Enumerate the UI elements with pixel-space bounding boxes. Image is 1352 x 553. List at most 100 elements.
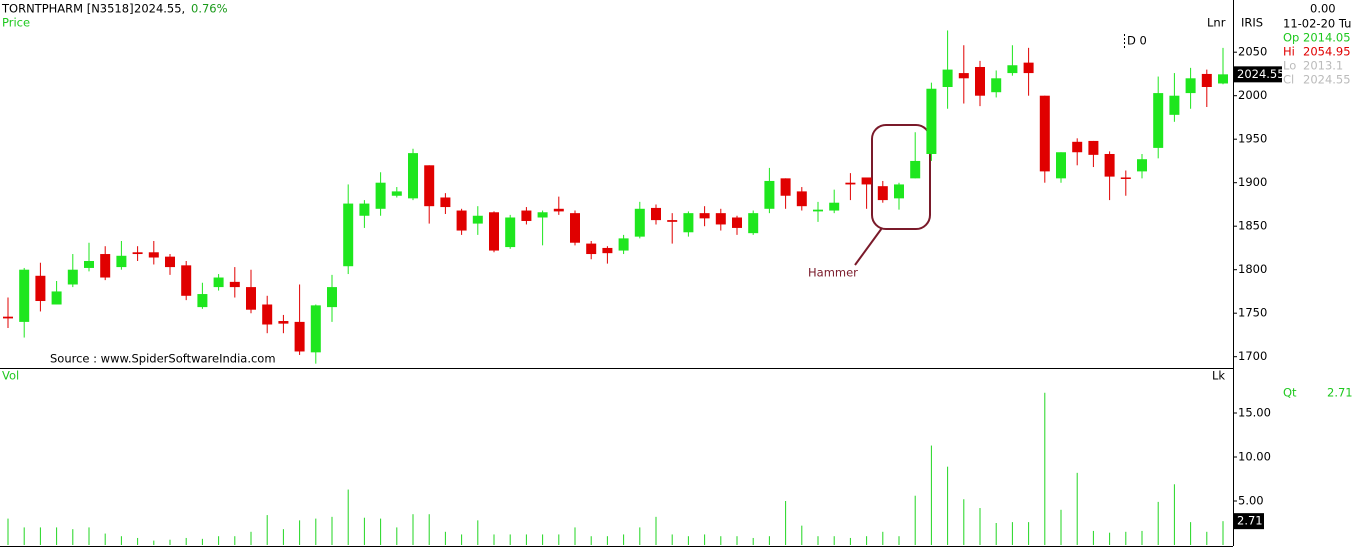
candle-body <box>1007 65 1018 74</box>
candle-body <box>602 247 613 254</box>
candle-body <box>683 213 694 233</box>
y-tick-label: 5.00 <box>1238 494 1264 508</box>
volume-bar <box>299 520 301 545</box>
volume-bar <box>1125 531 1127 545</box>
volume-bar <box>704 534 706 545</box>
volume-bar <box>574 527 576 545</box>
volume-bar <box>639 527 641 545</box>
volume-bar <box>930 445 932 545</box>
candle-body <box>926 88 937 154</box>
candle-body <box>246 287 256 310</box>
header-change: 0.76% <box>191 2 228 16</box>
volume-bar <box>785 501 787 545</box>
y-tick-label: 15.00 <box>1238 406 1271 420</box>
candle-body <box>1039 95 1050 172</box>
candle-body <box>537 212 548 218</box>
volume-bar <box>428 514 430 545</box>
candle-body <box>651 207 661 221</box>
last-price-box <box>1234 66 1282 83</box>
volume-bar <box>347 489 349 545</box>
candle-body <box>424 165 435 207</box>
candle-body <box>764 180 775 209</box>
candle-body <box>343 203 354 267</box>
y-tick-label: 2050 <box>1238 45 1267 59</box>
volume-bar <box>1190 522 1192 545</box>
candle-body <box>667 220 678 222</box>
volume-bar <box>687 536 689 545</box>
y-tick-label: 2000 <box>1238 88 1267 102</box>
candle-body <box>408 153 418 199</box>
candle-body <box>213 277 224 288</box>
info-key: Cl <box>1283 73 1294 87</box>
header-price: 2024.55, <box>134 2 185 16</box>
volume-bar <box>201 538 203 545</box>
volume-bar <box>185 537 187 545</box>
volume-bar <box>23 527 25 545</box>
volume-bar <box>817 536 819 545</box>
volume-bar <box>282 529 284 545</box>
volume-bar <box>1206 531 1208 545</box>
candle-body <box>1023 62 1034 74</box>
hammer-highlight <box>871 124 931 230</box>
volume-bar <box>1076 472 1078 545</box>
info-value: 2014.05 <box>1303 31 1351 45</box>
volume-bar <box>1157 501 1159 545</box>
volume-bar <box>525 534 527 545</box>
candle-body <box>375 182 386 209</box>
candle-body <box>910 160 921 179</box>
volume-bar <box>56 527 58 545</box>
candle-body <box>116 255 127 268</box>
candle-body <box>278 321 289 324</box>
candle-body <box>780 178 791 196</box>
volume-bar <box>88 527 90 545</box>
volume-bar <box>801 525 803 545</box>
volume-bar <box>1141 530 1143 545</box>
candle-body <box>1153 93 1164 148</box>
candle-body <box>229 281 240 288</box>
volume-bar <box>590 536 592 545</box>
volume-bar <box>1092 530 1094 545</box>
panel-title: Price <box>2 16 30 30</box>
volume-bar <box>315 518 317 545</box>
candle-body <box>942 69 953 87</box>
candle-body <box>148 252 159 258</box>
volume-bar <box>250 531 252 545</box>
info-key: Op <box>1283 31 1299 45</box>
candle-body <box>294 321 305 352</box>
candle-body <box>829 202 840 211</box>
candle-body <box>699 213 710 219</box>
candle-body <box>51 291 62 305</box>
volume-bar <box>720 536 722 545</box>
scale-mode: Lnr <box>1207 16 1226 30</box>
volume-bar <box>493 534 495 545</box>
volume-bar <box>623 534 625 545</box>
candle-body <box>1201 73 1212 87</box>
candle-body <box>310 305 321 353</box>
candle-body <box>586 243 597 255</box>
volume-bar <box>882 531 884 545</box>
candle-body <box>3 316 13 319</box>
volume-bar <box>963 499 965 545</box>
volume-bar <box>898 536 900 545</box>
volume-bar <box>1044 392 1046 545</box>
candle-body <box>489 212 499 251</box>
volume-bar <box>1109 532 1111 545</box>
volume-bar <box>979 508 981 545</box>
volume-bar <box>120 536 122 545</box>
candle-body <box>634 208 645 237</box>
volume-bar <box>218 536 220 545</box>
y-tick-label: 10.00 <box>1238 450 1271 464</box>
candle-body <box>553 208 564 212</box>
candle-body <box>894 184 904 199</box>
candle-body <box>165 256 175 268</box>
info-value: 2013.1 <box>1303 59 1343 73</box>
y-tick-label: 1850 <box>1238 219 1267 233</box>
volume-bar <box>169 539 171 545</box>
candle-body <box>877 186 888 201</box>
last-volume: 2.71 <box>1237 514 1263 528</box>
volume-bar <box>752 537 754 545</box>
y-tick-label: 1900 <box>1238 175 1267 189</box>
volume-bar <box>363 517 365 545</box>
candle-body <box>521 210 532 221</box>
